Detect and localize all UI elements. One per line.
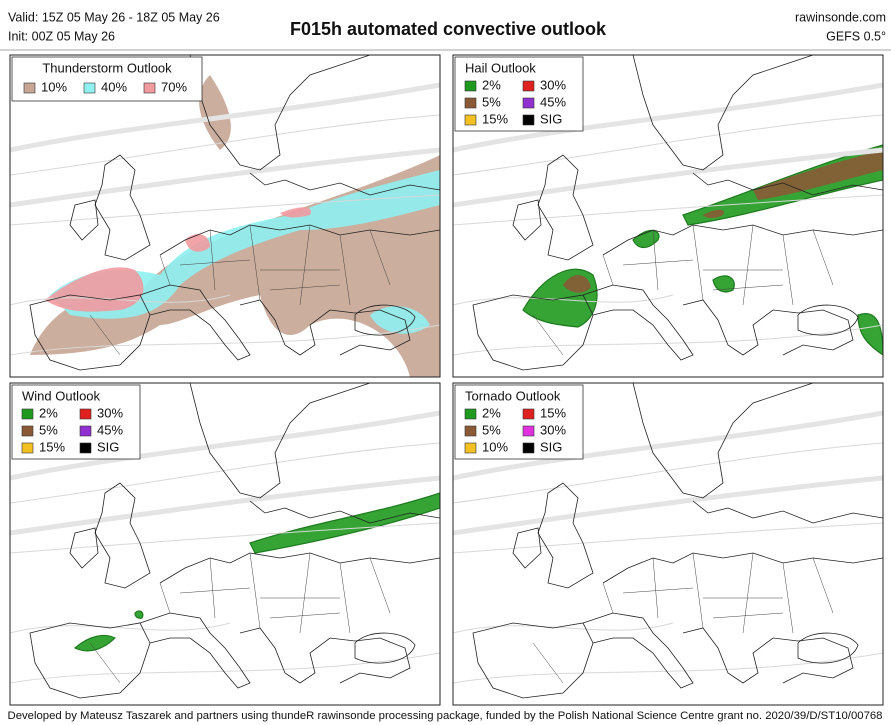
init-time: Init: 00Z 05 May 26 xyxy=(8,29,115,43)
valid-time: Valid: 15Z 05 May 26 - 18Z 05 May 26 xyxy=(8,10,220,24)
legend-swatch xyxy=(522,97,535,109)
legend-label: 2% xyxy=(482,77,501,92)
legend-swatch xyxy=(464,425,477,437)
legend-label: 40% xyxy=(101,79,127,94)
legend-label: 30% xyxy=(540,77,566,92)
panel-frame xyxy=(452,382,884,706)
legend-label: 15% xyxy=(540,405,566,420)
footer: Developed by Mateusz Taszarek and partne… xyxy=(8,710,883,722)
legend-title: Hail Outlook xyxy=(465,60,536,75)
legend-swatch xyxy=(522,442,535,454)
legend-box xyxy=(454,56,584,132)
main-title: F015h automated convective outlook xyxy=(290,19,607,39)
risk-area xyxy=(73,492,440,652)
legend-swatch xyxy=(464,97,477,109)
legend-label: 2% xyxy=(482,405,501,420)
legend-swatch xyxy=(522,80,535,92)
legend-label: 15% xyxy=(482,111,508,126)
legend-label: SIG xyxy=(97,439,119,454)
legend-label: 5% xyxy=(482,422,501,437)
source: rawinsonde.com xyxy=(795,10,886,24)
map-panel: Thunderstorm Outlook 10% 40% 70% xyxy=(9,54,441,378)
risk-area xyxy=(45,207,311,312)
legend-title: Tornado Outlook xyxy=(465,388,561,403)
legend-swatch xyxy=(464,114,477,126)
model: GEFS 0.5° xyxy=(826,29,886,43)
legend-label: SIG xyxy=(540,439,562,454)
legend-swatch xyxy=(79,425,92,437)
legend-label: 10% xyxy=(482,439,508,454)
legend-label: 30% xyxy=(540,422,566,437)
legend-box xyxy=(11,384,141,460)
map-panel: Hail Outlook 2% 5% 15% 30% 45% SIG xyxy=(452,54,884,378)
legend-swatch xyxy=(21,425,34,437)
panel-frame xyxy=(9,54,441,378)
legend-swatch xyxy=(79,408,92,420)
legend-label: 5% xyxy=(482,94,501,109)
legend-label: 15% xyxy=(39,439,65,454)
legend-swatch xyxy=(21,442,34,454)
legend-swatch xyxy=(79,442,92,454)
legend-label: 10% xyxy=(41,79,67,94)
legend-label: 70% xyxy=(161,79,187,94)
risk-area xyxy=(563,150,883,293)
legend-swatch xyxy=(23,82,36,94)
legend-label: SIG xyxy=(540,111,562,126)
legend-swatch xyxy=(83,82,96,94)
panel-frame xyxy=(9,382,441,706)
legend-swatch xyxy=(464,408,477,420)
legend-swatch xyxy=(464,80,477,92)
legend-swatch xyxy=(143,82,156,94)
map xyxy=(10,55,440,377)
legend-swatch xyxy=(464,442,477,454)
legend-label: 45% xyxy=(540,94,566,109)
legend-label: 2% xyxy=(39,405,58,420)
legend-title: Wind Outlook xyxy=(22,388,101,403)
legend-box xyxy=(454,384,584,460)
panel-frame xyxy=(452,54,884,378)
map-panel: Tornado Outlook 2% 5% 10% 15% 30% SIG xyxy=(452,382,884,706)
legend-label: 45% xyxy=(97,422,123,437)
legend-label: 30% xyxy=(97,405,123,420)
legend-title: Thunderstorm Outlook xyxy=(42,60,172,75)
legend-swatch xyxy=(522,408,535,420)
legend-label: 5% xyxy=(39,422,58,437)
legend-swatch xyxy=(21,408,34,420)
map-panel: Wind Outlook 2% 5% 15% 30% 45% SIG xyxy=(9,382,441,706)
legend-swatch xyxy=(522,114,535,126)
legend-swatch xyxy=(522,425,535,437)
legend-box xyxy=(11,56,203,102)
